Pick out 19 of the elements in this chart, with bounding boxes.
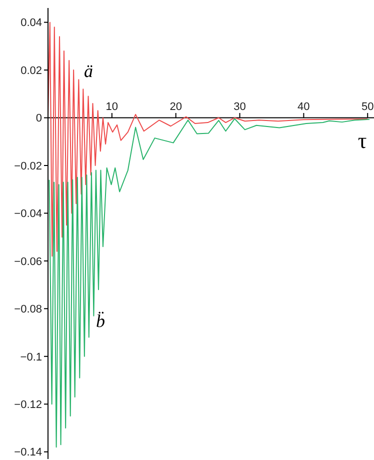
x-tick-label: 30 — [234, 101, 246, 114]
x-tick-label: 50 — [361, 101, 374, 114]
y-tick-label: −0.12 — [14, 399, 42, 412]
y-tick-label: −0.08 — [14, 304, 42, 316]
y-tick-label: −0.06 — [14, 256, 42, 268]
y-tick-label: 0.04 — [20, 17, 42, 30]
x-tick-label: 10 — [106, 101, 118, 114]
y-tick-label: 0.02 — [20, 64, 42, 77]
x-axis-title: τ — [358, 128, 367, 154]
y-tick-label: −0.1 — [20, 351, 42, 364]
x-tick-label: 40 — [298, 101, 310, 114]
y-tick-label: −0.02 — [14, 160, 42, 172]
annotation: b̈ — [96, 311, 105, 331]
y-tick-label: 0 — [36, 112, 42, 125]
x-tick-label: 20 — [170, 101, 182, 114]
annotation: ä — [84, 61, 93, 81]
y-tick-label: −0.04 — [14, 208, 42, 220]
line-series — [48, 118, 370, 448]
y-tick-label: −0.14 — [14, 446, 42, 459]
